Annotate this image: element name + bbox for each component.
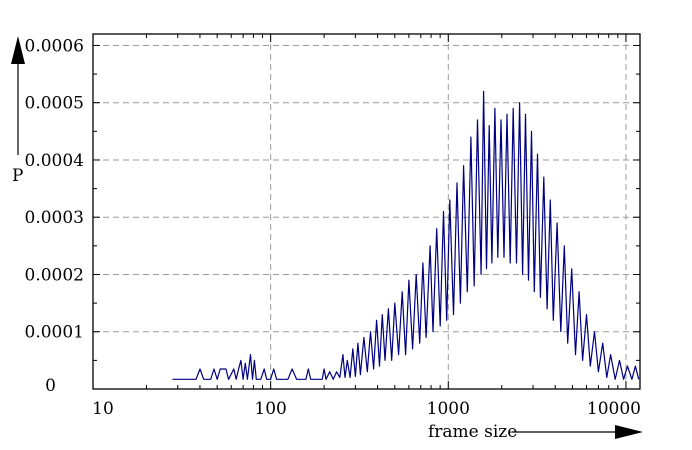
tick-labels: 0 0.0001 0.0002 0.0003 0.0004 0.0005 0.0006 10 1… (25, 36, 641, 419)
y-tick-label: 0 (45, 376, 56, 396)
series-layer (172, 90, 640, 380)
y-tick-label: 0.0002 (25, 265, 84, 285)
y-tick-label: 0.0003 (25, 208, 84, 228)
x-axis-arrow (512, 425, 643, 439)
y-axis-arrow (11, 36, 25, 155)
x-tick-label: 10 (92, 399, 114, 419)
x-tick-label: 10000 (587, 399, 641, 419)
grid-lines (93, 34, 640, 389)
tick-marks (92, 34, 640, 390)
x-axis-label: frame size (428, 422, 517, 442)
y-tick-label: 0.0001 (25, 323, 84, 343)
x-tick-label: 1000 (427, 399, 470, 419)
y-tick-label: 0.0005 (25, 94, 84, 114)
plot-frame (92, 33, 641, 390)
y-tick-label: 0.0006 (25, 36, 84, 56)
y-axis-label: P (12, 166, 23, 186)
data-series-line (172, 90, 640, 380)
x-tick-label: 100 (254, 399, 286, 419)
y-tick-label: 0.0004 (25, 151, 84, 171)
